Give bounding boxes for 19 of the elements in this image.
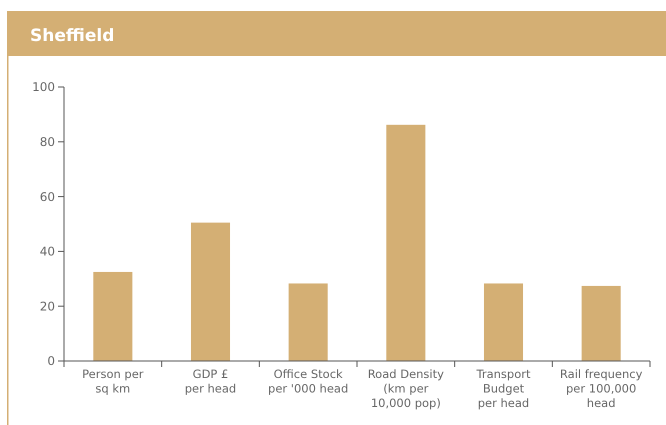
y-tick-label: 20 [40, 299, 55, 314]
y-tick-label: 40 [40, 244, 55, 259]
bar [582, 286, 621, 361]
x-tick-label: GDP £ per head [184, 367, 236, 396]
bar [190, 222, 230, 361]
chart-title: Sheffield [30, 26, 114, 46]
y-tick-label: 100 [32, 80, 55, 94]
x-tick-label: Rail frequency per 100,000 head [560, 367, 643, 410]
y-tick-label: 0 [47, 354, 55, 368]
bar [484, 283, 524, 361]
x-tick-label: Person per sq km [82, 367, 144, 396]
bar [288, 283, 328, 361]
bar [386, 124, 426, 361]
y-tick-label: 80 [40, 135, 55, 149]
x-tick-label: Road Density (km per 10,000 pop) [368, 367, 444, 410]
x-tick-label: Office Stock per '000 head [268, 367, 348, 396]
bar [93, 272, 132, 361]
x-tick-label: Transport Budget per head [476, 367, 531, 410]
y-tick-label: 60 [40, 190, 55, 204]
